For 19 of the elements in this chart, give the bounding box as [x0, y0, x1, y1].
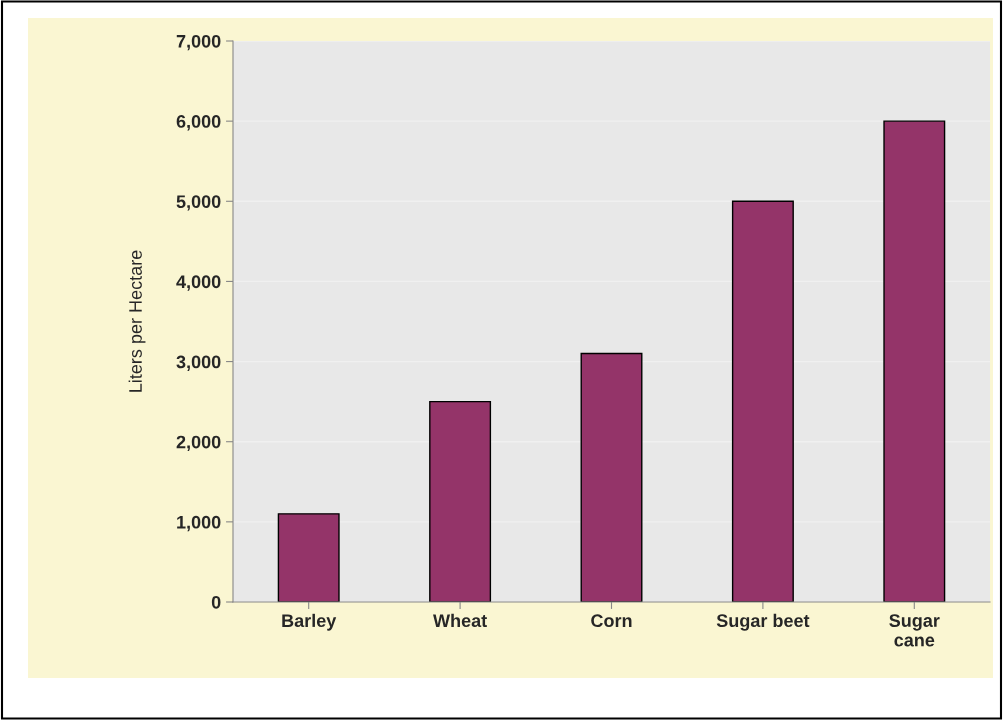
y-tick-label: 4,000	[176, 275, 221, 291]
bar	[883, 120, 946, 602]
y-tick-label: 0	[211, 595, 221, 609]
x-tick-label: Sugar cane	[889, 614, 940, 647]
y-tick-label: 3,000	[176, 355, 221, 371]
x-tick-label: Sugar beet	[716, 613, 810, 631]
x-tick-label: Barley	[282, 613, 337, 631]
y-tick-label: 5,000	[176, 195, 221, 211]
y-tick-label: 7,000	[176, 34, 221, 51]
y-axis-title: Liters per Hectare	[128, 250, 146, 392]
y-tick-label: 2,000	[176, 435, 221, 452]
x-tick-label: Corn	[591, 614, 632, 628]
bar	[731, 200, 794, 602]
y-tick-label: 6,000	[176, 115, 221, 131]
x-tick-label: Wheat	[433, 613, 487, 628]
y-tick-label: 1,000	[177, 515, 221, 532]
bar	[580, 352, 643, 602]
bar	[429, 400, 492, 602]
bar	[277, 513, 340, 602]
